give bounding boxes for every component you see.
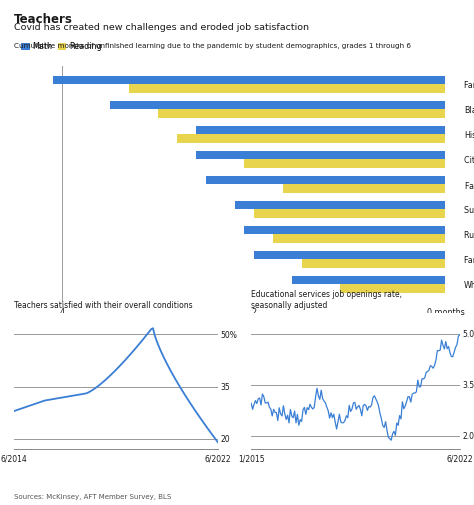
Bar [177,134,446,143]
Bar [110,100,446,110]
Bar [196,150,446,160]
Bar [254,209,446,218]
Text: Covid has created new challenges and eroded job satisfaction: Covid has created new challenges and ero… [14,23,309,32]
Bar [206,176,446,184]
Legend: Math, Reading: Math, Reading [18,39,105,54]
Bar [244,160,446,168]
Text: Cumulative months of unfinished learning due to the pandemic by student demograp: Cumulative months of unfinished learning… [14,43,411,49]
Bar [196,126,446,134]
Bar [273,234,446,243]
Text: Teachers satisfied with their overall conditions: Teachers satisfied with their overall co… [14,300,193,310]
Text: Teachers: Teachers [14,13,73,26]
Bar [53,76,446,84]
Bar [292,276,446,284]
Bar [158,110,446,118]
Text: Educational services job openings rate,
seasonally adjusted: Educational services job openings rate, … [251,290,402,310]
Bar [340,284,446,293]
Bar [301,259,446,268]
Text: Sources: McKinsey, AFT Member Survey, BLS: Sources: McKinsey, AFT Member Survey, BL… [14,494,172,500]
Bar [235,200,446,209]
Bar [254,250,446,259]
Bar [129,84,446,93]
Bar [283,184,446,193]
Bar [244,226,446,234]
